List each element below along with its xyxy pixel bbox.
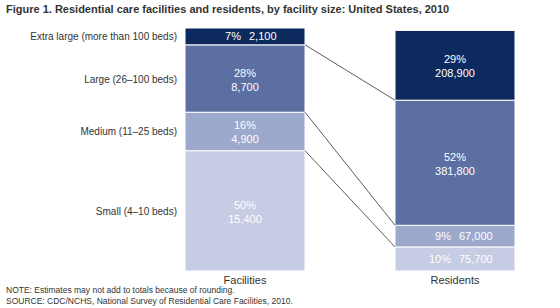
bar-segment: [185, 28, 305, 45]
series-label: Small (4–10 beds): [96, 206, 177, 217]
count-label: 15,400: [228, 213, 262, 225]
bar-segment: [185, 112, 305, 150]
category-label: Residents: [431, 274, 480, 286]
series-label: Large (26–100 beds): [84, 74, 177, 85]
value-label: 9%: [435, 230, 451, 242]
count-label: 67,000: [459, 230, 493, 242]
chart: Figure 1. Residential care facilities an…: [0, 0, 560, 308]
value-label: 52%: [444, 151, 466, 163]
count-label: 2,100: [249, 30, 277, 42]
series-label: Extra large (more than 100 beds): [30, 31, 177, 42]
bar-segment: [395, 247, 515, 271]
connector: [305, 45, 395, 100]
bar-segment: [395, 100, 515, 225]
value-label: 16%: [234, 119, 256, 131]
value-label: 10%: [429, 253, 451, 265]
count-label: 8,700: [231, 81, 259, 93]
connector: [305, 112, 395, 225]
bar-segment: [185, 151, 305, 271]
count-label: 75,700: [459, 253, 493, 265]
value-label: 28%: [234, 67, 256, 79]
value-label: 50%: [234, 199, 256, 211]
source: SOURCE: CDC/NCHS, National Survey of Res…: [6, 296, 293, 306]
connector: [305, 151, 395, 247]
series-label: Medium (11–25 beds): [80, 126, 177, 137]
count-label: 381,800: [435, 165, 475, 177]
count-label: 208,900: [435, 67, 475, 79]
bar-segment: [185, 45, 305, 112]
bar-segment: [395, 30, 515, 100]
labels: 50% 15,400 16% 4,900 28% 8,700 7% 2,100 10% 75,70…: [30, 30, 492, 286]
bars: [185, 28, 515, 271]
note: NOTE: Estimates may not add to totals be…: [6, 285, 235, 295]
value-label: 7%: [225, 30, 241, 42]
count-label: 4,900: [231, 133, 259, 145]
value-label: 29%: [444, 53, 466, 65]
bar-segment: [395, 225, 515, 247]
title: Figure 1. Residential care facilities an…: [6, 3, 449, 15]
